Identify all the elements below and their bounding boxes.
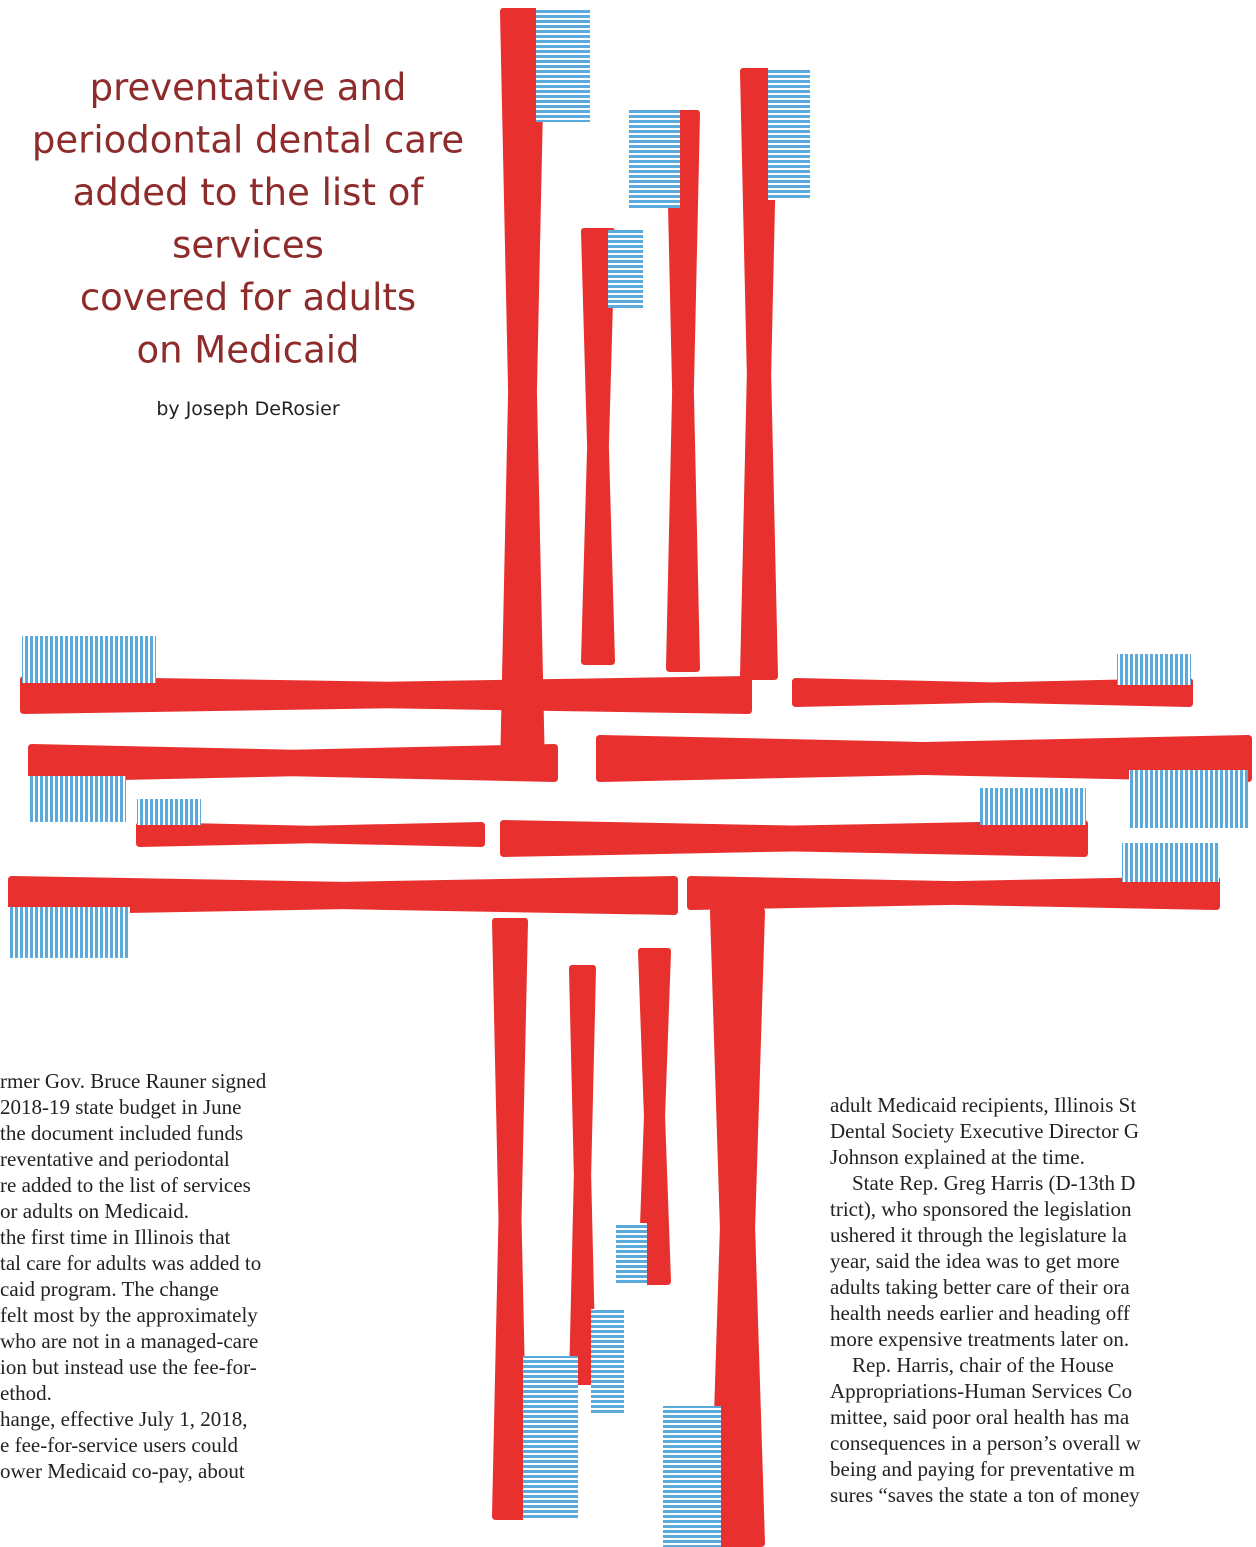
bristles xyxy=(1129,770,1248,828)
body-line: the first time in Illinois that xyxy=(0,1225,231,1249)
body-line: rmer Gov. Bruce Rauner signed xyxy=(0,1069,267,1093)
toothbrush-handle xyxy=(500,820,1088,857)
body-line: caid program. The change xyxy=(0,1277,219,1301)
body-line: ower Medicaid co-pay, about xyxy=(0,1459,245,1483)
bristles xyxy=(663,1406,721,1547)
body-line: State Rep. Greg Harris (D-13th D xyxy=(852,1171,1135,1195)
bristles xyxy=(22,636,156,683)
body-line: Johnson explained at the time. xyxy=(830,1145,1085,1169)
bristles xyxy=(768,68,810,200)
body-line: sures “saves the state a ton of money xyxy=(830,1483,1140,1507)
title-line: periodontal dental care xyxy=(32,119,464,162)
body-line: consequences in a person’s overall w xyxy=(830,1431,1142,1455)
body-line: e fee-for-service users could xyxy=(0,1433,239,1457)
body-line: reventative and periodontal xyxy=(0,1147,230,1171)
bristles xyxy=(1117,654,1191,685)
toothbrush-handle xyxy=(500,8,545,775)
body-line: ethod. xyxy=(0,1381,52,1405)
body-line: Appropriations-Human Services Co xyxy=(830,1379,1132,1403)
article-page: preventative and periodontal dental care a… xyxy=(0,0,1256,1547)
body-line: Rep. Harris, chair of the House xyxy=(852,1353,1114,1377)
body-line: mittee, said poor oral health has ma xyxy=(830,1405,1130,1429)
bristles xyxy=(629,110,680,208)
body-line: ion but instead use the fee-for- xyxy=(0,1355,257,1379)
body-line: adults taking better care of their ora xyxy=(830,1275,1130,1299)
body-line: hange, effective July 1, 2018, xyxy=(0,1407,247,1431)
body-line: health needs earlier and heading off xyxy=(830,1301,1130,1325)
body-line: re added to the list of services xyxy=(0,1173,251,1197)
page: preventative and periodontal dental care a… xyxy=(0,0,1256,1547)
bristles xyxy=(137,799,201,825)
toothbrush-handle xyxy=(492,918,528,1520)
toothbrush-handle xyxy=(136,822,485,847)
bristles xyxy=(536,8,590,122)
bristles xyxy=(591,1309,624,1414)
body-line: the document included funds xyxy=(0,1121,243,1145)
body-line: trict), who sponsored the legislation xyxy=(830,1197,1132,1221)
text-layer: preventative and periodontal dental care a… xyxy=(0,66,1142,1507)
title-line: covered for adults xyxy=(80,276,416,319)
bristles xyxy=(608,230,643,308)
body-line: Dental Society Executive Director G xyxy=(830,1119,1139,1143)
bristles xyxy=(1122,843,1219,882)
bristles xyxy=(616,1223,647,1285)
body-line: who are not in a managed-care xyxy=(0,1329,258,1353)
title-line: services xyxy=(172,224,324,267)
body-line: tal care for adults was added to xyxy=(0,1251,261,1275)
title-line: preventative and xyxy=(90,66,407,109)
body-line: year, said the idea was to get more xyxy=(830,1249,1120,1273)
byline: by Joseph DeRosier xyxy=(156,398,339,420)
bristles xyxy=(980,788,1086,825)
bristles xyxy=(523,1356,578,1520)
body-line: more expensive treatments later on. xyxy=(830,1327,1129,1351)
bristles xyxy=(8,907,130,958)
body-line: being and paying for preventative m xyxy=(830,1457,1135,1481)
title-line: added to the list of xyxy=(73,171,425,214)
body-line: ushered it through the legislature la xyxy=(830,1223,1128,1247)
title-line: on Medicaid xyxy=(136,329,359,372)
bristles xyxy=(28,776,126,822)
body-line: adult Medicaid recipients, Illinois St xyxy=(830,1093,1136,1117)
body-line: or adults on Medicaid. xyxy=(0,1199,189,1223)
body-line: felt most by the approximately xyxy=(0,1303,258,1327)
body-line: 2018-19 state budget in June xyxy=(0,1095,241,1119)
